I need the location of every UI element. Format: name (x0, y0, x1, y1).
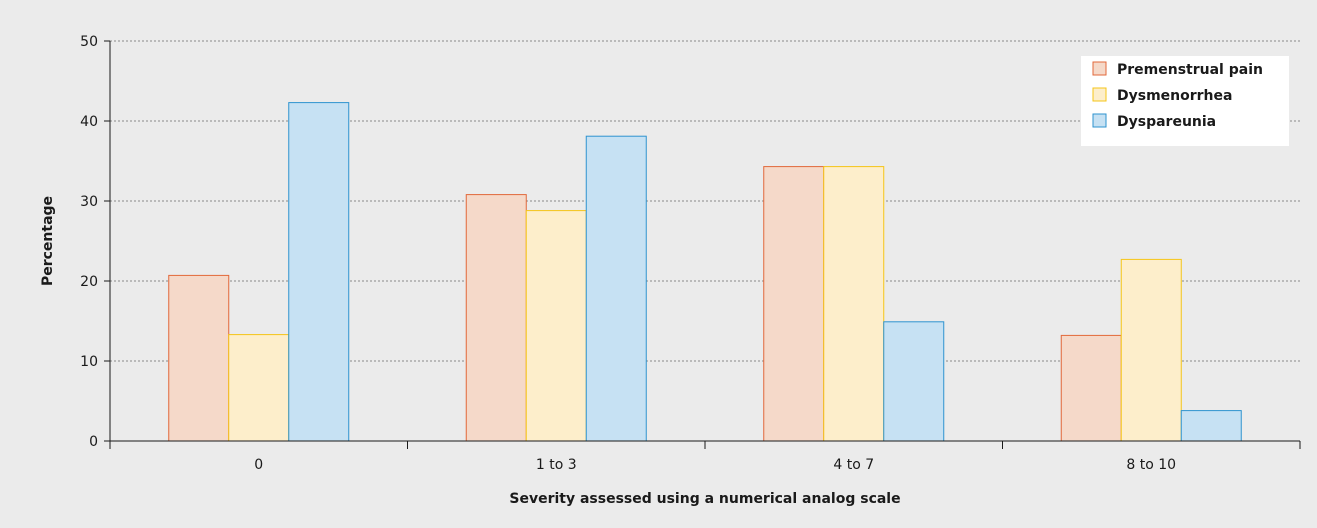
bar-dyspareunia-1 (585, 135, 647, 442)
y-tick-label: 20 (80, 274, 98, 290)
y-tick-label: 40 (80, 114, 98, 130)
x-tick-label: 1 to 3 (536, 457, 577, 473)
bar-dyspareunia-3 (1180, 410, 1242, 442)
bar-dysmenorrhea-2 (823, 166, 885, 442)
y-tick-label: 0 (89, 434, 98, 450)
x-tick-label: 8 to 10 (1126, 457, 1176, 473)
legend-label: Dysmenorrhea (1117, 88, 1232, 104)
bar-premenstrual-pain-3 (1060, 334, 1122, 442)
y-ticks: 0 10 20 30 40 50 (80, 34, 110, 450)
bar-premenstrual-pain-1 (465, 194, 527, 442)
y-tick-label: 50 (80, 34, 98, 50)
legend-box (1081, 56, 1289, 146)
x-tick-label: 0 (254, 457, 263, 473)
bar-dysmenorrhea-0 (228, 334, 290, 442)
bar-premenstrual-pain-0 (168, 274, 230, 442)
y-tick-label: 30 (80, 194, 98, 210)
bars (168, 102, 1242, 442)
bar-dysmenorrhea-3 (1120, 258, 1182, 442)
x-ticks: 0 1 to 3 4 to 7 8 to 10 (109, 441, 1301, 473)
legend-swatch (1092, 113, 1107, 128)
x-tick-label: 4 to 7 (833, 457, 874, 473)
bar-dyspareunia-2 (883, 321, 945, 442)
legend-swatch (1092, 87, 1107, 102)
legend-label: Premenstrual pain (1117, 62, 1263, 78)
legend-label: Dyspareunia (1117, 114, 1216, 130)
y-axis-title: Percentage (40, 196, 56, 286)
y-tick-label: 10 (80, 354, 98, 370)
bar-dysmenorrhea-1 (525, 210, 587, 442)
x-axis-title: Severity assessed using a numerical anal… (509, 491, 900, 507)
legend-swatch (1092, 61, 1107, 76)
bar-dyspareunia-0 (288, 102, 350, 442)
bar-premenstrual-pain-2 (763, 166, 825, 442)
legend: Premenstrual pain Dysmenorrhea Dyspareunia (1081, 56, 1289, 146)
